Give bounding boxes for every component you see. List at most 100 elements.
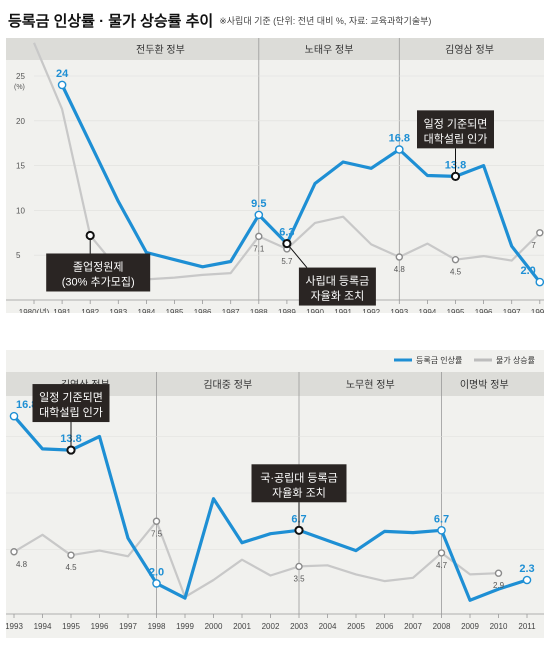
tuition-point xyxy=(9,411,19,421)
era-label: 김대중 정부 xyxy=(203,379,252,391)
data-label: 6.3 xyxy=(279,227,294,239)
era-label: 이명박 정부 xyxy=(460,379,509,391)
x-tick-label: 1982 xyxy=(81,308,99,313)
data-label: 4.7 xyxy=(436,561,448,570)
era-label: 김영삼 정부 xyxy=(445,44,494,56)
tuition-point xyxy=(57,80,67,90)
legend-label-tuition: 등록금 인상률 xyxy=(416,355,462,365)
callout-box xyxy=(417,110,494,149)
callout-text: 일정 기준되면 xyxy=(39,390,103,404)
x-tick-label: 1987 xyxy=(222,308,240,313)
data-label: 6.7 xyxy=(434,513,449,525)
era-label: 전두환 정부 xyxy=(136,44,185,56)
chart-panel-1980-1998: 전두환 정부 노태우 정부 김영삼 정부 5 10 15 20 25 (%) 1980(년) 198… xyxy=(6,38,544,313)
data-label: 2.9 xyxy=(493,581,505,590)
tuition-line xyxy=(12,415,528,602)
callout-box xyxy=(32,384,110,423)
x-tick-label: 1996 xyxy=(475,308,493,313)
legend: 등록금 인상률 물가 상승률 xyxy=(394,355,535,365)
callout-marker xyxy=(450,171,461,181)
x-tick-label: 2001 xyxy=(233,622,251,631)
x-tick-label: 2003 xyxy=(290,622,308,631)
era-label: 노태우 정부 xyxy=(305,44,354,56)
inflation-line xyxy=(13,520,499,599)
callout-text: 자율화 조치 xyxy=(272,486,326,499)
callout-text: 대학설립 인가 xyxy=(39,406,103,419)
x-tick-label: 2011 xyxy=(518,622,536,631)
source-note: ※사립대 기준 (단위: 전년 대비 %, 자료: 교육과학기술부) xyxy=(219,15,432,26)
x-tick-label: 2007 xyxy=(404,622,422,631)
callout-leader xyxy=(286,243,308,268)
data-label: 4.8 xyxy=(16,560,28,569)
callout-text: (30% 추가모집) xyxy=(62,275,135,288)
x-tick-label: 1998 xyxy=(531,308,544,313)
tuition-point xyxy=(437,525,446,535)
callout-box xyxy=(46,253,151,292)
y-tick-label: 25 xyxy=(16,72,25,81)
tuition-point xyxy=(152,579,161,588)
inflation-point xyxy=(255,232,263,241)
inflation-point xyxy=(536,229,544,237)
data-label: 9.5 xyxy=(251,198,266,210)
data-label: 16.8 xyxy=(389,132,410,144)
y-tick-label: 5 xyxy=(16,251,21,260)
legend-label-inflation: 물가 상승률 xyxy=(496,355,535,365)
data-label: 7.5 xyxy=(151,529,163,538)
callout-text: 사립대 등록금 xyxy=(306,275,370,288)
x-tick-label: 1998 xyxy=(148,622,166,631)
callout-text: 국·공립대 등록금 xyxy=(260,471,338,484)
data-label: 3.5 xyxy=(293,574,305,583)
x-tick-label: 1997 xyxy=(503,308,521,313)
x-tick-label: 1996 xyxy=(91,622,109,631)
x-tick-label: 1983 xyxy=(109,308,127,313)
y-unit-label: (%) xyxy=(14,84,25,91)
callout-text: 일정 기준되면 xyxy=(424,116,488,130)
x-tick-label: 2002 xyxy=(262,622,280,631)
data-label: 2.0 xyxy=(521,265,536,277)
x-tick-label: 2000 xyxy=(205,622,223,631)
x-tick-label: 1994 xyxy=(419,308,437,313)
x-tick-label: 1993 xyxy=(390,308,408,313)
x-tick-label: 1999 xyxy=(176,622,194,631)
y-tick-label: 15 xyxy=(16,162,25,171)
x-tick-label: 2010 xyxy=(490,622,508,631)
x-tick-label: 1986 xyxy=(194,308,212,313)
data-label: 2.0 xyxy=(149,566,164,578)
tuition-point xyxy=(394,145,404,154)
data-label: 4.8 xyxy=(394,265,406,274)
era-band xyxy=(6,38,544,60)
data-label: 24 xyxy=(56,68,69,80)
callout-text: 자율화 조치 xyxy=(311,290,365,303)
era-label: 노무현 정부 xyxy=(346,379,395,391)
x-tick-label: 1990 xyxy=(306,308,324,313)
inflation-point xyxy=(437,549,446,557)
y-tick-label: 10 xyxy=(16,206,25,215)
data-label: 16.8 xyxy=(16,399,37,411)
x-tick-label: 1980(년) xyxy=(19,307,50,313)
tuition-point xyxy=(522,575,532,585)
callout-marker xyxy=(66,445,76,455)
data-label: 4.5 xyxy=(450,268,462,277)
x-tick-label: 1993 xyxy=(6,622,23,631)
x-tick-label: 1988 xyxy=(250,308,268,313)
callout-marker xyxy=(294,525,304,535)
callout-text: 졸업정원제 xyxy=(73,260,124,273)
callout-marker xyxy=(85,230,95,241)
x-tick-label: 1997 xyxy=(119,622,137,631)
data-label: 5.7 xyxy=(281,257,293,266)
tuition-point xyxy=(535,277,544,287)
data-label: 7 xyxy=(531,241,536,250)
data-label: 2.3 xyxy=(519,563,534,575)
inflation-point xyxy=(395,253,403,261)
x-tick-label: 1981 xyxy=(53,308,71,313)
inflation-point xyxy=(10,548,18,556)
x-tick-label: 1992 xyxy=(362,308,380,313)
callout-marker xyxy=(282,238,292,249)
data-label: 7.1 xyxy=(253,244,265,253)
x-tick-label: 1991 xyxy=(334,308,352,313)
x-tick-label: 2008 xyxy=(433,622,451,631)
callout-box xyxy=(251,464,347,503)
